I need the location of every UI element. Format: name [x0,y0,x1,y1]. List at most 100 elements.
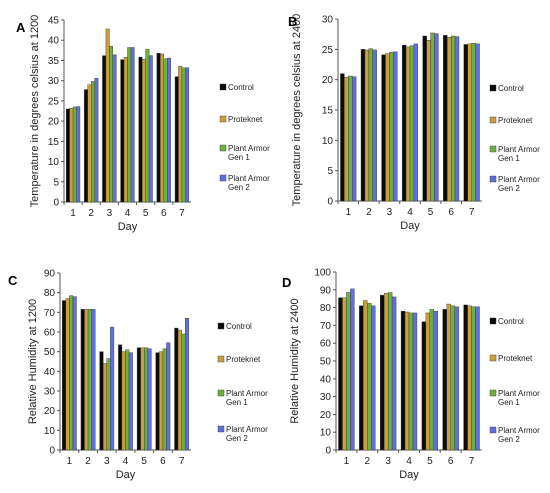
bar [112,54,117,203]
bar [351,76,357,202]
x-tick-label: 7 [469,456,475,467]
y-tick-label: 60 [44,328,56,339]
bar [120,59,125,203]
x-axis-label: Day [116,469,136,481]
legend-swatch [489,354,497,362]
bar [128,352,133,451]
chart-panel-c: 0 10 20 30 40 50 60 70 80 90 1 2 3 4 5 6 7 Day Relative Hu… [8,269,268,482]
bar [138,57,143,203]
chart-panel-b: 0 5 10 15 20 25 30 1 2 3 4 5 6 7 Day Temperature in deg… [288,14,540,232]
bar [147,348,152,451]
bar [118,344,123,451]
x-axis-label: Day [118,221,138,233]
bar [125,349,130,451]
bar [91,81,95,203]
x-tick-label: 7 [179,456,185,467]
bar [383,293,389,451]
y-tick-label: 35 [48,56,60,67]
bar [450,305,455,451]
bar [408,312,414,451]
y-tick-label: 80 [320,303,332,314]
legend-entry: Proteknet [498,116,533,125]
bar [174,76,179,203]
bar [342,297,347,451]
bar [177,329,182,451]
legend-entry: Plant Armor Gen 1 [498,389,540,407]
bar [162,348,167,451]
legend-swatch [219,115,227,123]
y-tick-label: 0 [49,446,55,457]
bar [393,51,398,202]
legend-entry: Control [498,317,524,326]
x-tick-label: 6 [448,207,454,218]
panel-label: D [282,275,291,290]
bar [433,310,438,451]
bar [123,57,128,203]
x-tick-label: 1 [346,207,352,218]
y-tick-label: 20 [48,117,60,128]
x-tick-label: 5 [141,456,147,467]
x-tick-label: 3 [107,208,113,219]
legend-swatch [489,426,497,434]
bar [110,326,115,451]
x-tick-label: 3 [385,456,391,467]
bar [467,43,472,202]
bar [62,300,67,451]
legend-entry: Control [498,84,524,93]
bar [367,302,372,451]
bar [166,342,171,451]
bar [174,327,179,451]
bar [447,37,452,202]
bar [422,35,427,202]
bar [69,295,74,451]
bar [94,78,99,203]
x-tick-label: 7 [179,208,185,219]
bar [400,310,406,451]
legend-swatch [489,145,497,153]
y-tick-label: 10 [48,157,60,168]
legend: Control Proteknet Plant Armor Gen 1 Plant Ar… [217,322,268,443]
bar [404,311,410,451]
bar [401,44,407,202]
y-tick-label: 50 [320,357,332,368]
bar [467,305,472,451]
bar [109,46,114,203]
legend-swatch [219,83,227,91]
legend: Control Proteknet Plant Armor Gen 1 Plant Ar… [489,84,540,193]
bar [159,351,164,451]
y-tick-label: 50 [44,347,56,358]
bar [454,306,459,451]
x-tick-label: 3 [104,456,110,467]
y-tick-label: 30 [322,15,334,26]
legend-swatch [217,355,225,363]
x-tick-label: 2 [85,456,91,467]
bar [389,52,394,202]
bar [425,312,431,451]
y-tick-label: 0 [53,198,59,209]
x-tick-label: 6 [448,456,454,467]
y-axis-label: Temperature in degrees celsius at 1200 [29,15,41,208]
bar [348,75,353,202]
legend-swatch [217,322,225,330]
legend-swatch [217,425,225,433]
legend: Control Proteknet Plant Armor Gen 1 Plant Ar… [489,317,540,444]
legend-swatch [489,116,497,124]
bar [106,358,111,451]
y-tick-label: 100 [314,268,331,279]
y-tick-label: 80 [44,288,56,299]
x-tick-label: 6 [161,208,167,219]
legend-entry: Proteknet [228,115,263,124]
bar [346,292,351,451]
legend-swatch [219,174,227,182]
bar [80,309,85,451]
y-tick-label: 90 [44,269,56,280]
x-tick-label: 6 [160,456,166,467]
y-tick-label: 15 [48,137,60,148]
bar [409,45,415,202]
bar [148,55,153,203]
y-tick-label: 0 [327,197,333,208]
y-tick-label: 90 [320,285,332,296]
bar [163,58,168,203]
y-tick-label: 40 [48,36,60,47]
